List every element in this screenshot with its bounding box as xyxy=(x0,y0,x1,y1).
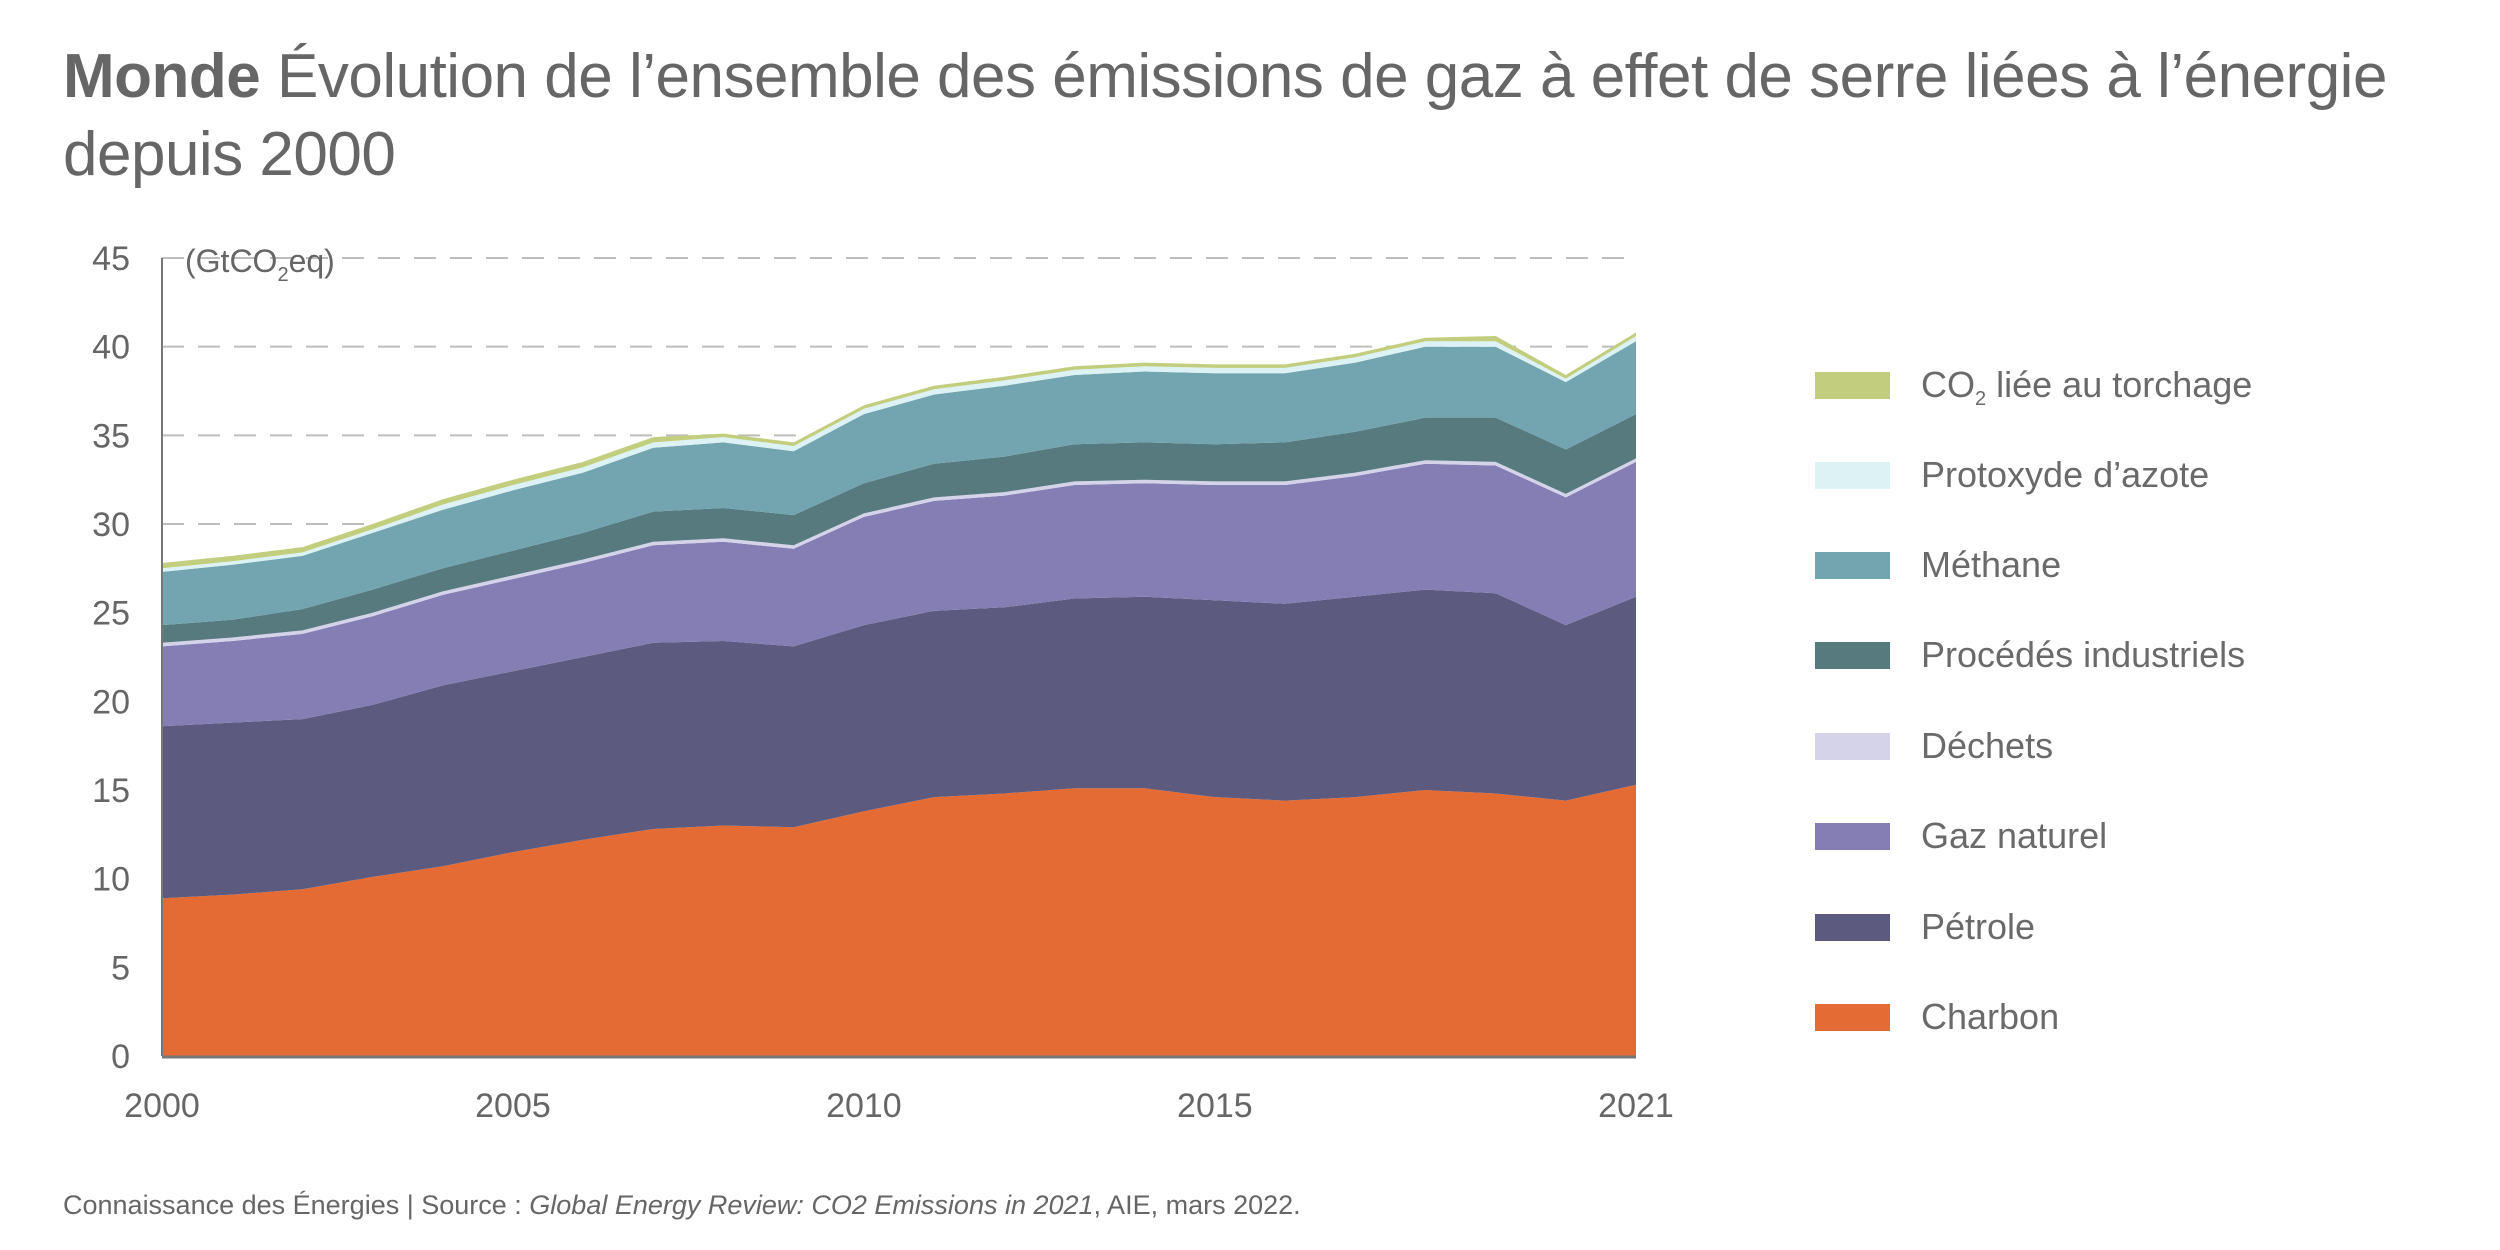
y-tick-label: 15 xyxy=(92,772,130,810)
legend-item: Gaz naturel xyxy=(1815,811,2415,861)
area-gaz-naturel xyxy=(162,461,1636,727)
legend-label: Protoxyde d’azote xyxy=(1921,450,2209,500)
legend-label-text: Charbon xyxy=(1921,996,2060,1037)
legend-label-text: Procédés industriels xyxy=(1921,634,2246,675)
y-tick-label: 45 xyxy=(92,240,130,278)
unit-label-pre: (GtCO xyxy=(185,243,277,279)
footer-suffix: , AIE, mars 2022. xyxy=(1093,1190,1301,1220)
x-tick-label: 2015 xyxy=(1177,1087,1253,1125)
legend-item: Procédés industriels xyxy=(1815,630,2415,680)
y-tick-label: 0 xyxy=(111,1038,130,1076)
footer-source-title: Global Energy Review: CO2 Emissions in 2… xyxy=(529,1190,1094,1220)
legend-label: Procédés industriels xyxy=(1921,630,2245,680)
legend-label-text: CO xyxy=(1921,364,1975,405)
legend-label: Méthane xyxy=(1921,540,2061,590)
source-footer: Connaissance des Énergies | Source : Glo… xyxy=(63,1190,1301,1221)
y-tick-labels: 0 5 10 15 20 25 30 35 40 45 xyxy=(92,240,130,1076)
unit-label-sub: 2 xyxy=(277,264,288,286)
legend-swatch xyxy=(1815,823,1890,850)
legend-label: CO2 liée au torchage xyxy=(1921,360,2252,424)
x-tick-labels: 2000 2005 2010 2015 2021 xyxy=(124,1087,1674,1125)
legend-label: Pétrole xyxy=(1921,902,2035,952)
unit-label-post: eq) xyxy=(289,243,335,279)
legend-label: Charbon xyxy=(1921,992,2059,1042)
y-tick-label: 40 xyxy=(92,329,130,367)
legend-item: Protoxyde d’azote xyxy=(1815,450,2415,500)
footer-prefix: Connaissance des Énergies | Source : xyxy=(63,1190,530,1220)
y-tick-label: 25 xyxy=(92,595,130,633)
legend-item: Pétrole xyxy=(1815,902,2415,952)
y-tick-label: 35 xyxy=(92,417,130,455)
legend-item: Charbon xyxy=(1815,992,2415,1042)
x-tick-label: 2021 xyxy=(1598,1087,1674,1125)
legend-label: Gaz naturel xyxy=(1921,811,2107,861)
x-tick-label: 2005 xyxy=(475,1087,551,1125)
y-axis-unit-label: (GtCO2eq) xyxy=(185,243,335,286)
legend-swatch xyxy=(1815,372,1890,399)
y-tick-label: 5 xyxy=(111,949,130,987)
y-tick-label: 30 xyxy=(92,506,130,544)
title-region: Monde xyxy=(63,42,261,111)
y-tick-label: 10 xyxy=(92,861,130,899)
title-text: Évolution de l’ensemble des émissions de… xyxy=(63,42,2387,189)
legend-item: Méthane xyxy=(1815,540,2415,590)
legend-swatch xyxy=(1815,462,1890,489)
area-petrole xyxy=(162,589,1636,899)
legend-swatch xyxy=(1815,1004,1890,1031)
legend-item: Déchets xyxy=(1815,721,2415,771)
area-series xyxy=(162,332,1636,1056)
legend-label-text: Pétrole xyxy=(1921,906,2036,947)
legend-swatch xyxy=(1815,733,1890,760)
legend-label-suffix: liée au torchage xyxy=(1986,364,2253,405)
legend-label-text: Protoxyde d’azote xyxy=(1921,454,2210,495)
legend-swatch xyxy=(1815,914,1890,941)
chart-title: Monde Évolution de l’ensemble des émissi… xyxy=(63,38,2463,194)
axes xyxy=(161,258,1636,1059)
legend-swatch xyxy=(1815,552,1890,579)
area-procedes-industriels xyxy=(162,414,1636,643)
y-tick-label: 20 xyxy=(92,683,130,721)
legend-swatch xyxy=(1815,642,1890,669)
legend-label-text: Gaz naturel xyxy=(1921,815,2108,856)
area-methane xyxy=(162,341,1636,626)
legend-label-subscript: 2 xyxy=(1975,388,1987,410)
legend-item: CO2 liée au torchage xyxy=(1815,360,2415,410)
area-charbon xyxy=(162,784,1636,1056)
legend-label-text: Méthane xyxy=(1921,544,2062,585)
legend-label-text: Déchets xyxy=(1921,725,2054,766)
x-tick-label: 2010 xyxy=(826,1087,902,1125)
legend-label: Déchets xyxy=(1921,721,2053,771)
x-tick-label: 2000 xyxy=(124,1087,200,1125)
